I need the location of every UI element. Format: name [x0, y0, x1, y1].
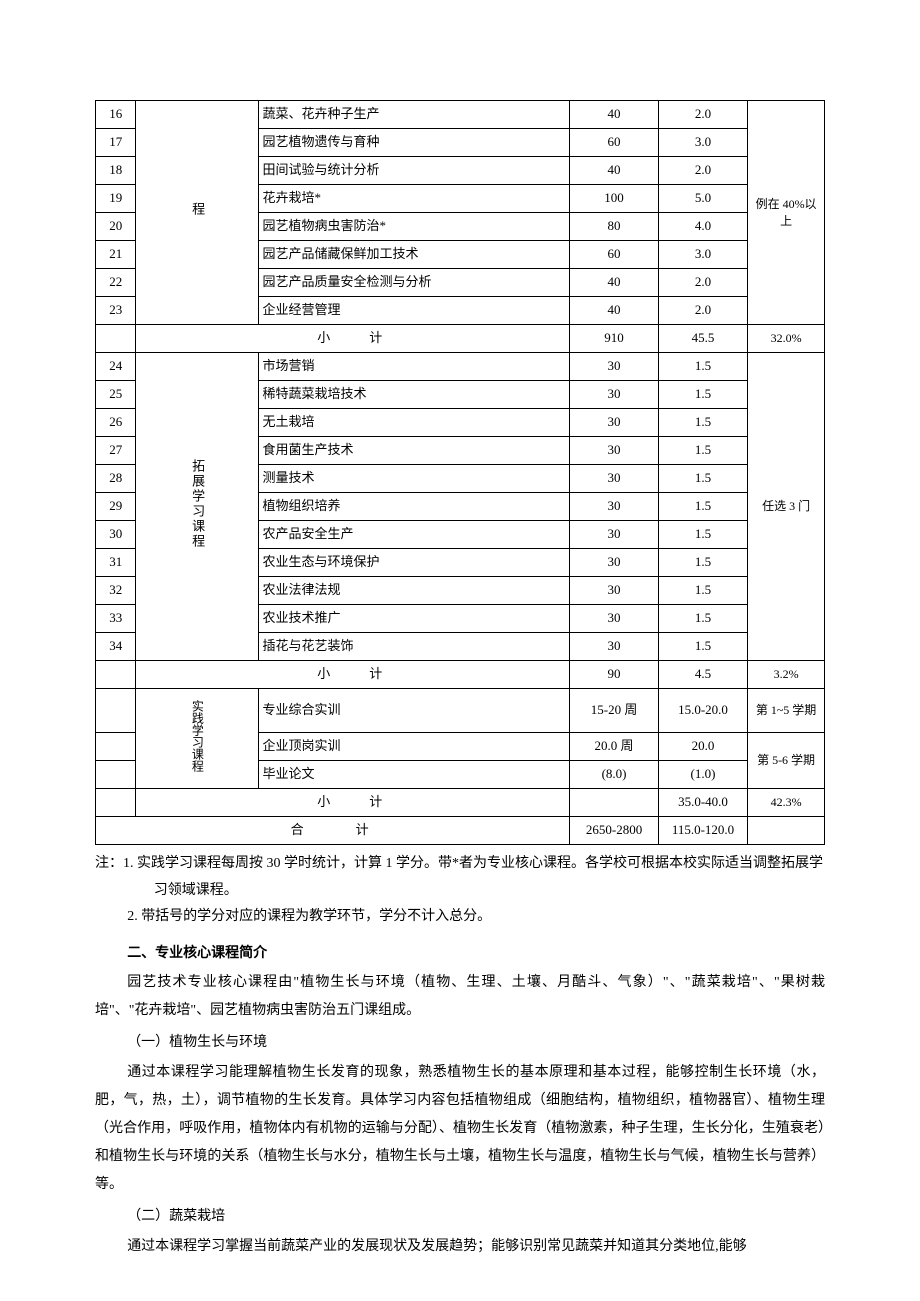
category-cell: 拓展学习课程: [136, 353, 258, 661]
subsection-1-body: 通过本课程学习能理解植物生长发育的现象，熟悉植物生长的基本原理和基本过程，能够控…: [95, 1059, 825, 1199]
table-row: 实践学习课程 专业综合实训 15-20 周 15.0-20.0 第 1~5 学期: [96, 689, 825, 733]
credits: 2.0: [658, 101, 747, 129]
remark-cell: 例在 40%以上: [748, 101, 825, 325]
section-heading: 二、专业核心课程简介: [95, 941, 825, 968]
hours: 40: [570, 101, 659, 129]
note-1: 注：1. 实践学习课程每周按 30 学时统计，计算 1 学分。带*者为专业核心课…: [95, 851, 825, 904]
subsection-2-title: （二）蔬菜栽培: [95, 1203, 825, 1231]
intro-paragraph: 园艺技术专业核心课程由"植物生长与环境（植物、生理、土壤、月酷斗、气象）"、"蔬…: [95, 969, 825, 1025]
subsection-2-body: 通过本课程学习掌握当前蔬菜产业的发展现状及发展趋势；能够识别常见蔬菜并知道其分类…: [95, 1233, 825, 1261]
remark-cell: 任选 3 门: [748, 353, 825, 661]
curriculum-table: 16 程 蔬菜、花卉种子生产 40 2.0 例在 40%以上 17园艺植物遗传与…: [95, 100, 825, 845]
subtotal-row: 小计 910 45.5 32.0%: [96, 325, 825, 353]
table-row: 24 拓展学习课程 市场营销 30 1.5 任选 3 门: [96, 353, 825, 381]
table-row: 16 程 蔬菜、花卉种子生产 40 2.0 例在 40%以上: [96, 101, 825, 129]
category-cell: 实践学习课程: [136, 689, 258, 789]
subtotal-label: 小计: [136, 325, 570, 353]
subtotal-row: 小计 90 4.5 3.2%: [96, 661, 825, 689]
category-cell: 程: [136, 101, 258, 325]
total-label: 合计: [96, 817, 570, 845]
table-notes: 注：1. 实践学习课程每周按 30 学时统计，计算 1 学分。带*者为专业核心课…: [95, 851, 825, 931]
course-name: 蔬菜、花卉种子生产: [258, 101, 570, 129]
total-row: 合计 2650-2800 115.0-120.0: [96, 817, 825, 845]
note-2: 2. 带括号的学分对应的课程为教学环节，学分不计入总分。: [95, 904, 825, 931]
row-num: 16: [96, 101, 136, 129]
subsection-1-title: （一）植物生长与环境: [95, 1029, 825, 1057]
subtotal-row: 小计 35.0-40.0 42.3%: [96, 789, 825, 817]
